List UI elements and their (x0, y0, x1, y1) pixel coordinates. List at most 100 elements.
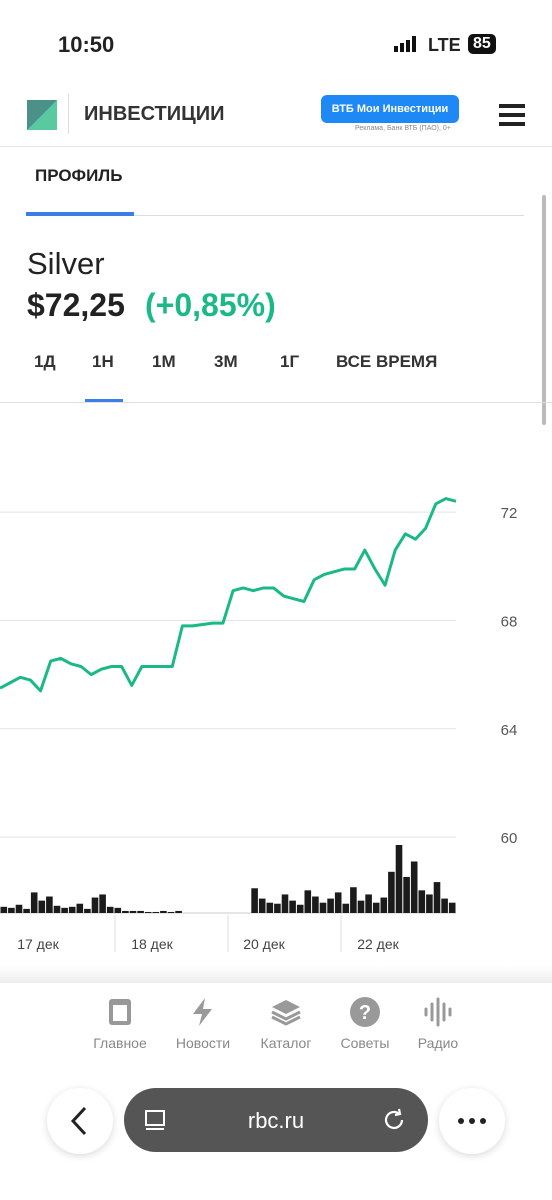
volume-bar (91, 897, 99, 913)
volume-bar (152, 911, 160, 913)
volume-bar (274, 903, 281, 913)
more-button[interactable] (439, 1088, 505, 1154)
range-option[interactable]: 1Г (280, 352, 300, 371)
volume-bar (426, 894, 433, 913)
logo (27, 100, 57, 130)
volume-bar (84, 908, 91, 913)
volume-bar (433, 882, 441, 913)
volume-bar (15, 904, 23, 913)
volume-bar (129, 910, 137, 913)
volume-bar (296, 904, 304, 913)
divider (68, 94, 69, 134)
volume-bar (312, 896, 319, 913)
volume-bar (350, 887, 357, 913)
nav-icon[interactable] (187, 996, 219, 1028)
signal (394, 36, 420, 52)
y-tick-label: 64 (501, 722, 518, 739)
separator (0, 402, 552, 403)
price-line (0, 497, 457, 693)
chart: 60 64 68 72 17 дек 18 дек 20 дек 22 дек (0, 497, 518, 952)
ad-button[interactable]: ВТБ Мои Инвестиции (321, 95, 459, 123)
volume-bar (8, 907, 15, 913)
volume-bar (327, 898, 334, 913)
change: (+0,85%) (145, 287, 276, 323)
volume-bar (372, 902, 380, 913)
range-option[interactable]: 1Д (34, 352, 56, 371)
volume-bar (289, 900, 296, 913)
volume-bar (46, 896, 53, 913)
volume-bar (106, 906, 114, 913)
volume-bar (53, 905, 61, 913)
volume-bar (114, 907, 122, 913)
volume-bar (175, 910, 182, 913)
volume-bar (334, 892, 342, 913)
nav-label: Главное (93, 1035, 147, 1051)
site-title: ИНВЕСТИЦИИ (84, 103, 225, 125)
x-tick-label: 22 дек (357, 936, 399, 952)
range-option[interactable]: ВСЕ ВРЕМЯ (336, 352, 438, 371)
volume-bar (403, 876, 410, 913)
y-tick-label: 60 (501, 830, 518, 847)
volume-bar (144, 911, 152, 913)
nav-label: Каталог (260, 1035, 312, 1051)
tab[interactable]: ПРОФИЛЬ (35, 166, 123, 185)
volume-bar (357, 900, 365, 913)
volume-bar (281, 894, 289, 913)
nav-icon[interactable] (104, 996, 136, 1028)
nav-icon[interactable] (270, 996, 302, 1028)
volume-bar (76, 903, 84, 913)
range-bar: 1Д 1Н 1М 3М 1Г ВСЕ ВРЕМЯ (0, 340, 552, 404)
nav-label: Новости (175, 1035, 231, 1051)
svg-text:?: ? (359, 1002, 371, 1024)
volume-bar (251, 888, 258, 913)
nav-label: Советы (340, 1035, 390, 1051)
menu[interactable] (499, 104, 525, 126)
volume-bar (448, 902, 456, 913)
volume-bar (61, 907, 68, 913)
shadow (0, 965, 552, 983)
volume-bar (68, 906, 76, 913)
nav-icon[interactable]: ? (349, 996, 381, 1028)
y-tick-label: 72 (501, 505, 518, 522)
volume-bar (30, 892, 38, 913)
volume-bar (38, 900, 46, 913)
range-option[interactable]: 1М (152, 352, 176, 371)
price: $72,25 (27, 287, 125, 323)
tab-indicator (26, 212, 134, 216)
volume-bar (342, 903, 350, 913)
nav-label: Радио (417, 1035, 459, 1051)
volume-bar (122, 910, 129, 913)
range-option[interactable]: 3М (214, 352, 238, 371)
volume-bar (137, 910, 144, 913)
address-bar[interactable]: rbc.ru (124, 1088, 428, 1152)
volume-bar (167, 911, 175, 913)
url: rbc.ru (247, 1108, 305, 1133)
asset-name: Silver (27, 246, 105, 281)
volume-bar (266, 902, 274, 913)
range-indicator (85, 399, 123, 403)
y-tick-label: 68 (501, 613, 518, 630)
range-option[interactable]: 1Н (92, 352, 114, 371)
network: LTE (428, 35, 461, 55)
volume-bar (160, 910, 167, 913)
volume-bar (23, 908, 30, 913)
volume-bar (441, 898, 448, 913)
volume-bar (304, 890, 312, 913)
volume-bar (410, 861, 418, 913)
x-tick-label: 17 дек (17, 936, 59, 952)
time: 10:50 (58, 32, 115, 57)
volume-bar (99, 894, 106, 913)
volume-bar (388, 871, 395, 913)
bottom-nav: Главное Новости Каталог? Советы Радио (0, 990, 552, 1060)
ad-note: Реклама, Банк ВТБ (ПАО), 0+ (355, 125, 451, 132)
volume-bar (365, 894, 372, 913)
back-button[interactable] (47, 1088, 113, 1154)
nav-icon[interactable] (422, 996, 454, 1028)
tab-line (26, 215, 524, 216)
volume-bar (395, 845, 403, 913)
x-tick-label: 20 дек (243, 936, 285, 952)
volume-bar (319, 902, 327, 913)
battery: 85 (468, 34, 496, 54)
separator (0, 146, 552, 147)
